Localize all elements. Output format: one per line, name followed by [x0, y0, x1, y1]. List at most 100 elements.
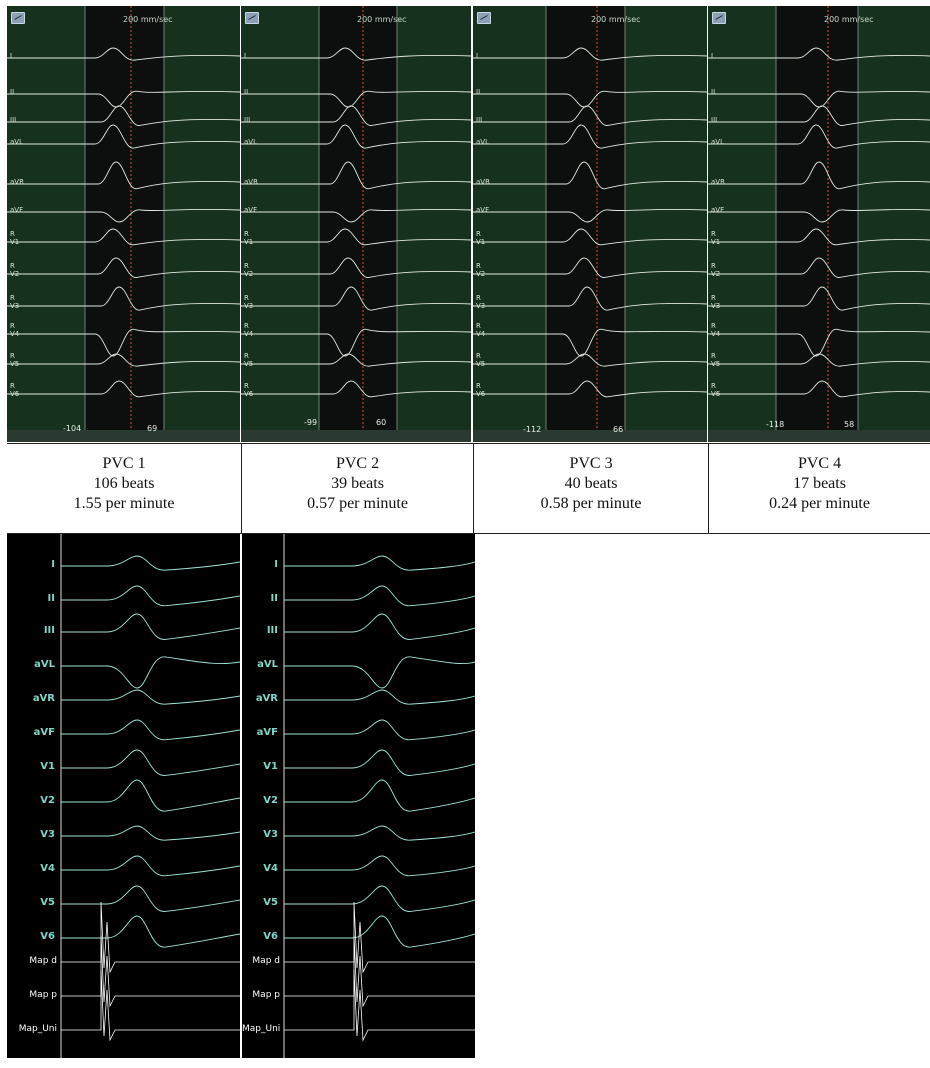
ecg-trace — [284, 656, 475, 689]
lead-label: aVL — [257, 659, 278, 670]
ecg-trace — [708, 329, 930, 357]
ecg-trace — [241, 286, 471, 311]
ecg-trace — [284, 825, 475, 841]
ecg-trace — [61, 915, 240, 948]
lead-label: V5 — [263, 897, 278, 908]
lead-label: R V4 — [244, 322, 254, 338]
lead-label: R V2 — [10, 262, 20, 278]
ecg-trace — [241, 329, 471, 357]
ecg-trace — [241, 161, 471, 189]
ecg-trace — [61, 779, 240, 812]
tool-icon[interactable] — [477, 12, 491, 24]
right-measurement: 66 — [613, 425, 624, 434]
analysis-window — [546, 6, 625, 442]
scrollbar[interactable] — [7, 430, 240, 442]
lead-label: aVL — [711, 138, 724, 146]
lead-label: III — [43, 625, 55, 636]
ecg-trace — [7, 208, 240, 223]
pvc-rate: 1.55 per minute — [73, 495, 175, 512]
lead-label: aVL — [34, 659, 55, 670]
lead-label: aVL — [244, 138, 257, 146]
ecg-trace — [708, 228, 930, 246]
ecg-trace — [708, 353, 930, 367]
lead-label: V5 — [40, 897, 55, 908]
lead-label: R V2 — [711, 262, 721, 278]
lead-label: R V5 — [244, 352, 254, 368]
ecg-trace — [284, 885, 475, 912]
lead-label: I — [711, 52, 714, 60]
ecg-trace — [708, 47, 930, 61]
lead-label: aVF — [33, 727, 55, 738]
ecg-trace — [708, 90, 930, 108]
lead-label: II — [711, 88, 716, 96]
lead-label: aVL — [10, 138, 23, 146]
ecg-trace — [473, 90, 707, 108]
pace-map-panel-2: I II III aVL aVR aVF V1 V2 V3 V4 V5 V6 Map d Map p Map… — [242, 534, 475, 1058]
ecg-trace — [708, 286, 930, 311]
ecg-trace — [61, 613, 240, 640]
ecg-trace — [473, 161, 707, 189]
ecg-trace — [7, 105, 240, 126]
lead-label: aVR — [476, 178, 490, 186]
scrollbar[interactable] — [473, 430, 707, 442]
lead-label: R V4 — [10, 322, 20, 338]
scrollbar[interactable] — [708, 430, 930, 442]
ecg-trace — [61, 749, 240, 776]
ecg-trace — [241, 353, 471, 367]
pvc-name: PVC 3 — [569, 455, 613, 472]
lead-label: aVR — [10, 178, 24, 186]
lead-label: aVF — [244, 206, 258, 214]
ecg-trace — [241, 208, 471, 223]
ecg-trace — [284, 585, 475, 607]
lead-label: I — [51, 559, 55, 570]
lead-label: R V3 — [711, 294, 721, 310]
lead-label: R V6 — [10, 382, 20, 398]
left-measurement: -118 — [766, 420, 785, 429]
scrollbar[interactable] — [241, 430, 471, 442]
ecg-trace — [708, 105, 930, 126]
map-lead-label: Map p — [29, 990, 57, 1000]
lead-label: R V3 — [244, 294, 254, 310]
map-trace — [284, 935, 475, 1008]
analysis-window — [85, 6, 164, 442]
lead-label: aVF — [476, 206, 490, 214]
sweep-speed: 200 mm/sec — [357, 15, 407, 24]
tool-icon[interactable] — [245, 12, 259, 24]
ecg-trace — [284, 749, 475, 776]
ecg-trace — [61, 585, 240, 607]
lead-label: aVR — [244, 178, 258, 186]
tool-icon[interactable] — [11, 12, 25, 24]
lead-label: V2 — [263, 795, 278, 806]
right-measurement: 69 — [147, 424, 158, 433]
ecg-trace — [473, 124, 707, 149]
ecg-traces — [473, 6, 707, 442]
ecg-trace — [473, 353, 707, 367]
map-trace — [284, 901, 475, 974]
lead-label: R V6 — [711, 382, 721, 398]
ecg-trace — [61, 885, 240, 912]
caption-pvc3: PVC 3 40 beats 0.58 per minute — [473, 444, 708, 533]
left-measurement: -104 — [63, 424, 82, 433]
map-trace — [61, 901, 240, 974]
tool-icon[interactable] — [712, 12, 726, 24]
ecg-trace — [7, 257, 240, 278]
lead-label: II — [270, 593, 278, 604]
ecg-trace — [241, 105, 471, 126]
lead-label: R V6 — [244, 382, 254, 398]
lead-label: I — [10, 52, 13, 60]
sweep-speed: 200 mm/sec — [824, 15, 874, 24]
ecg-trace — [284, 719, 475, 741]
map-trace — [61, 969, 240, 1042]
ecg-trace — [708, 161, 930, 189]
ecg-trace — [7, 124, 240, 149]
lead-label: R V2 — [476, 262, 486, 278]
ecg-trace — [473, 286, 707, 311]
lead-label: II — [476, 88, 481, 96]
left-measurement: -112 — [523, 425, 542, 434]
lead-label: R V2 — [244, 262, 254, 278]
ecg-trace — [61, 689, 240, 705]
ecg-traces — [7, 6, 240, 442]
lead-label: R V5 — [10, 352, 20, 368]
map-lead-label: Map d — [252, 956, 280, 966]
ecg-trace — [7, 353, 240, 367]
